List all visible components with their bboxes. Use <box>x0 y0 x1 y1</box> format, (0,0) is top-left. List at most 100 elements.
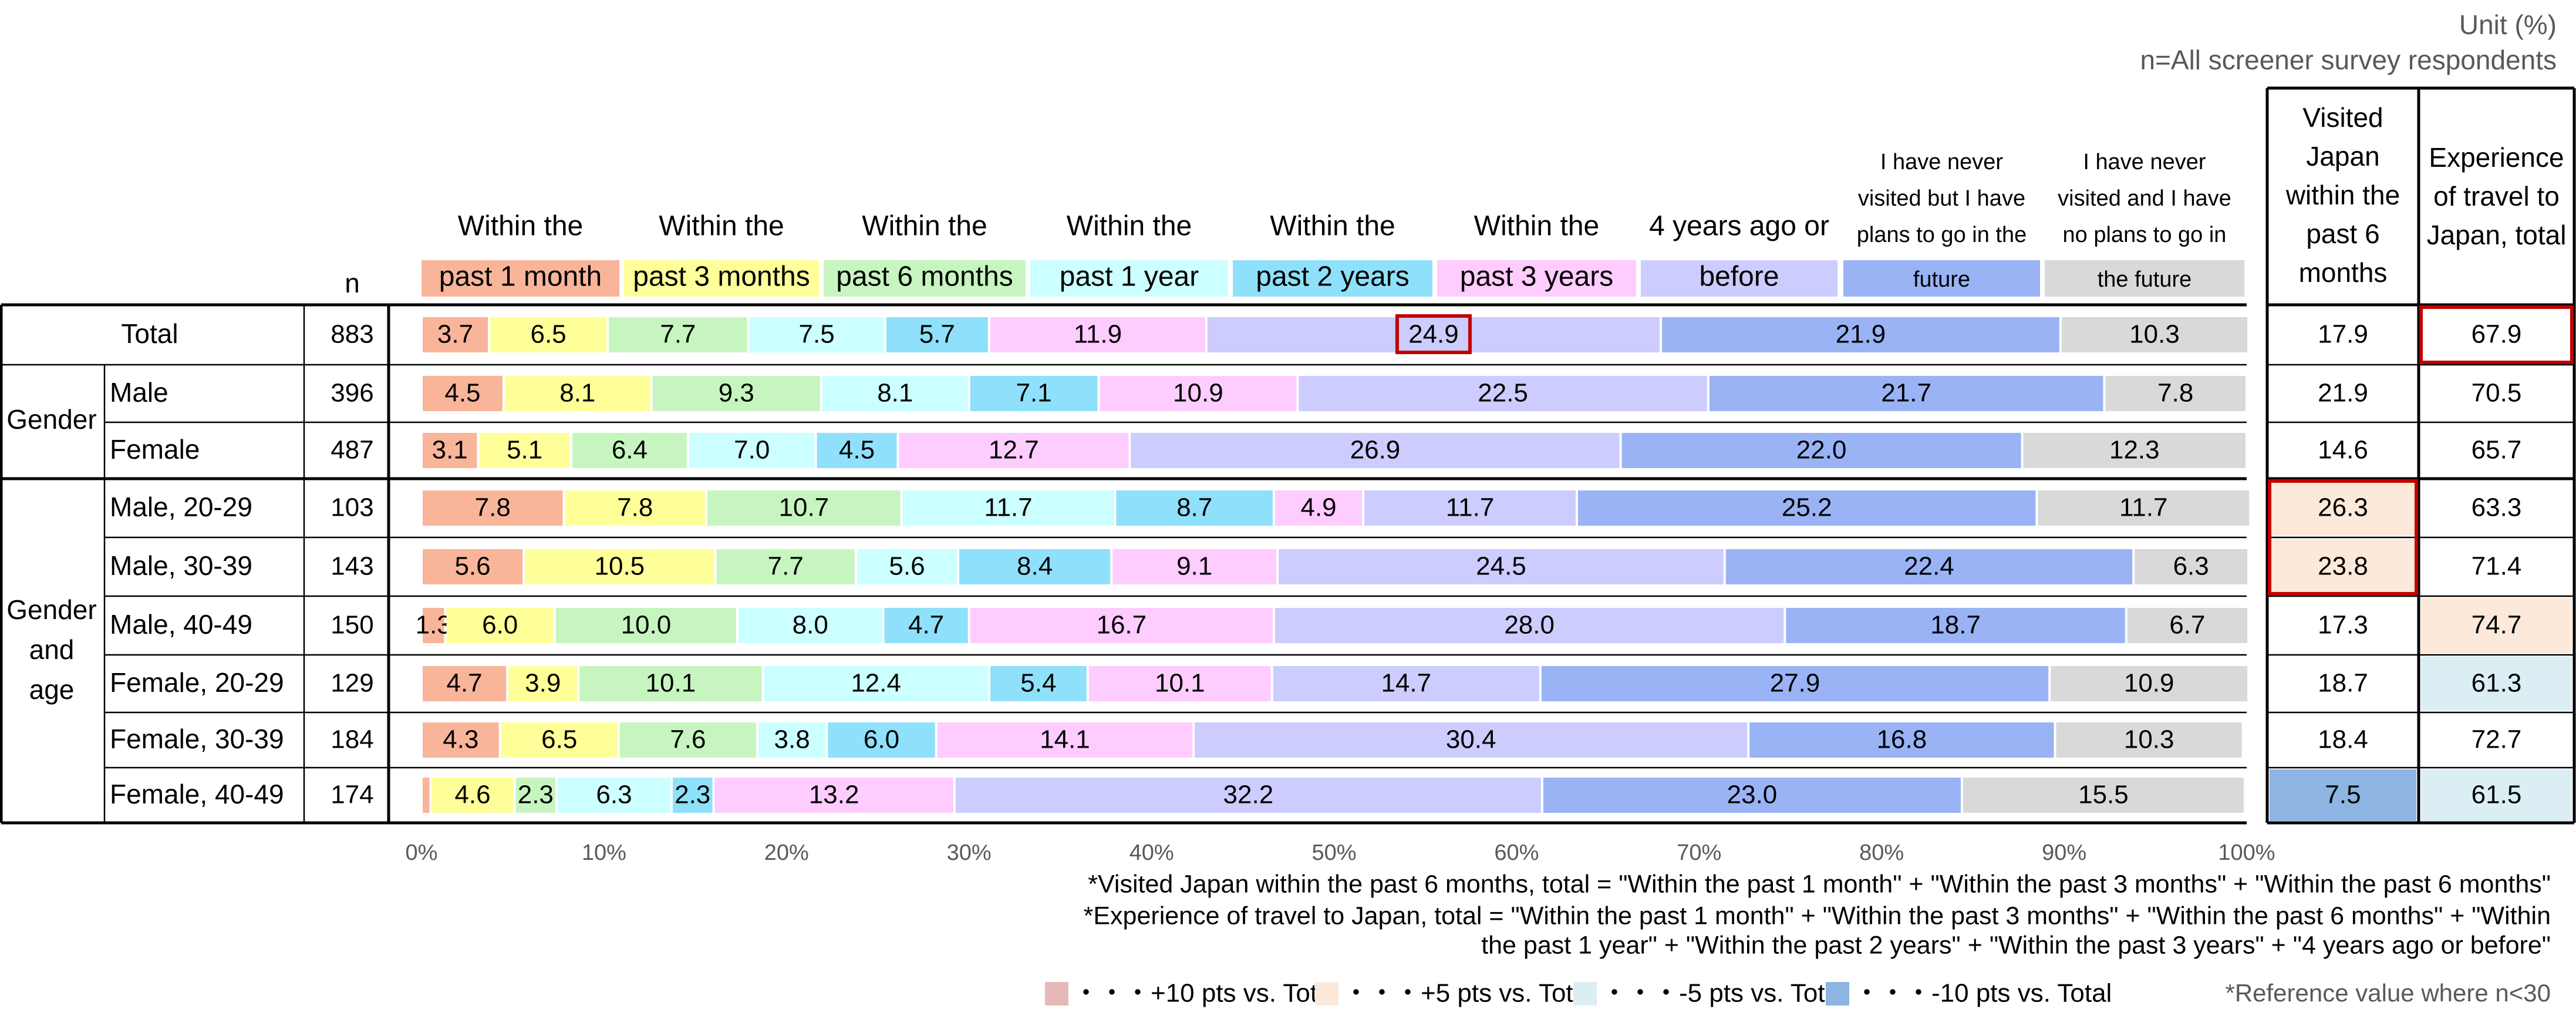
row-label: Total <box>121 318 178 349</box>
bar-segment <box>828 722 935 758</box>
column-header-line: visited and I have <box>2058 186 2231 211</box>
bar-segment <box>1577 490 2036 526</box>
column-header-line2: past 6 months <box>836 261 1013 292</box>
x-tick-label: 50% <box>1311 840 1356 865</box>
data-label: 26.9 <box>1350 436 1401 465</box>
visited-cell-fill <box>2270 769 2416 821</box>
bar-segment <box>579 666 762 701</box>
highlight-outline <box>1395 314 1472 354</box>
bar-segment <box>738 608 882 643</box>
legend-swatch-3 <box>824 260 1026 297</box>
data-label: 8.7 <box>1176 493 1212 522</box>
experience-value: 72.7 <box>2472 725 2522 754</box>
bar-segment <box>955 778 1541 813</box>
n-value: 150 <box>331 611 373 640</box>
bar-segment <box>423 376 503 411</box>
bar-segment <box>672 778 713 813</box>
bar-segment <box>1543 778 1961 813</box>
data-label: 3.8 <box>774 725 810 754</box>
bar-segment <box>689 433 815 468</box>
experience-value: 63.3 <box>2472 493 2522 522</box>
visited-value: 14.6 <box>2318 436 2368 465</box>
bar-segment <box>2135 549 2248 584</box>
data-label: 6.3 <box>596 781 632 809</box>
bar-segment <box>1279 549 1724 584</box>
bar-segment <box>1786 608 2125 643</box>
bar-segment <box>714 778 953 813</box>
data-label: 7.5 <box>799 320 835 349</box>
n-value: 487 <box>331 436 373 465</box>
bar-segment <box>1299 376 1707 411</box>
bar-segment <box>479 433 570 468</box>
experience-header-line: Experience <box>2429 142 2564 173</box>
n-value: 883 <box>331 320 373 349</box>
n-value: 184 <box>331 725 373 754</box>
bar-segment <box>2105 376 2245 411</box>
footnote: *Experience of travel to Japan, total = … <box>1084 902 2551 930</box>
data-label: 10.9 <box>1173 379 1223 408</box>
bar-segment <box>707 490 901 526</box>
experience-value: 70.5 <box>2472 379 2522 408</box>
group-label-gender-age: age <box>29 674 75 705</box>
legend-swatch-8 <box>1843 260 2040 297</box>
data-label: 6.4 <box>612 436 648 465</box>
data-label: 4.9 <box>1300 493 1336 522</box>
visited-value: 18.7 <box>2318 669 2368 698</box>
bar-segment <box>501 722 618 758</box>
bar-segment <box>558 778 670 813</box>
bar-segment <box>1100 376 1297 411</box>
bar-segment <box>716 549 855 584</box>
bar-segment <box>959 549 1111 584</box>
experience-cell-fill <box>2421 657 2572 711</box>
bar-segment <box>525 549 714 584</box>
data-label: 6.5 <box>541 725 577 754</box>
bar-segment <box>2038 490 2250 526</box>
visited-header-line: within the <box>2285 180 2400 210</box>
bar-segment <box>886 317 988 352</box>
bar-segment <box>764 666 988 701</box>
n-value: 129 <box>331 669 373 698</box>
legend-swatch-7 <box>1641 260 1837 297</box>
bar-segment <box>423 778 430 813</box>
x-tick-label: 100% <box>2218 840 2275 865</box>
bar-segment <box>515 778 556 813</box>
data-label: 5.6 <box>889 552 925 581</box>
n-value: 143 <box>331 552 373 581</box>
bar-segment <box>1541 666 2049 701</box>
x-tick-label: 20% <box>764 840 809 865</box>
row-label: Female, 20-29 <box>110 667 284 698</box>
experience-value: 74.7 <box>2472 611 2522 640</box>
bar-segment <box>1274 608 1784 643</box>
data-label: 9.1 <box>1176 552 1212 581</box>
data-label: 21.7 <box>1881 379 1931 408</box>
data-label: 5.6 <box>454 552 490 581</box>
bar-segment <box>1088 666 1271 701</box>
data-label: 10.3 <box>2124 725 2174 754</box>
x-tick-label: 80% <box>1859 840 1904 865</box>
group-label-gender: Gender <box>6 404 96 435</box>
bar-segment <box>970 376 1098 411</box>
column-header-line1: Within the <box>659 211 784 242</box>
data-label: 16.7 <box>1096 611 1147 640</box>
bar-segment <box>1195 722 1748 758</box>
data-label: 7.7 <box>768 552 804 581</box>
legend-label: ・・・-10 pts vs. Total <box>1854 979 2112 1008</box>
bar-segment <box>423 608 444 643</box>
data-label: 2.3 <box>675 781 710 809</box>
column-header-line: no plans to go in <box>2063 223 2227 247</box>
data-label: 14.7 <box>1381 669 1431 698</box>
bar-segment <box>884 608 968 643</box>
legend-color-box <box>1045 982 1068 1006</box>
data-label: 6.5 <box>530 320 566 349</box>
row-label: Female, 40-49 <box>110 779 284 809</box>
column-header-line1: 4 years ago or <box>1649 211 1829 242</box>
highlight-outline <box>2268 479 2418 596</box>
bar-segment <box>619 722 757 758</box>
data-label: 6.7 <box>2169 611 2205 640</box>
bar-segment <box>1749 722 2054 758</box>
data-label: 11.9 <box>1074 320 1122 349</box>
visited-value: 23.8 <box>2318 552 2368 581</box>
visited-header-line: Japan <box>2306 141 2379 172</box>
data-label: 4.6 <box>454 781 490 809</box>
